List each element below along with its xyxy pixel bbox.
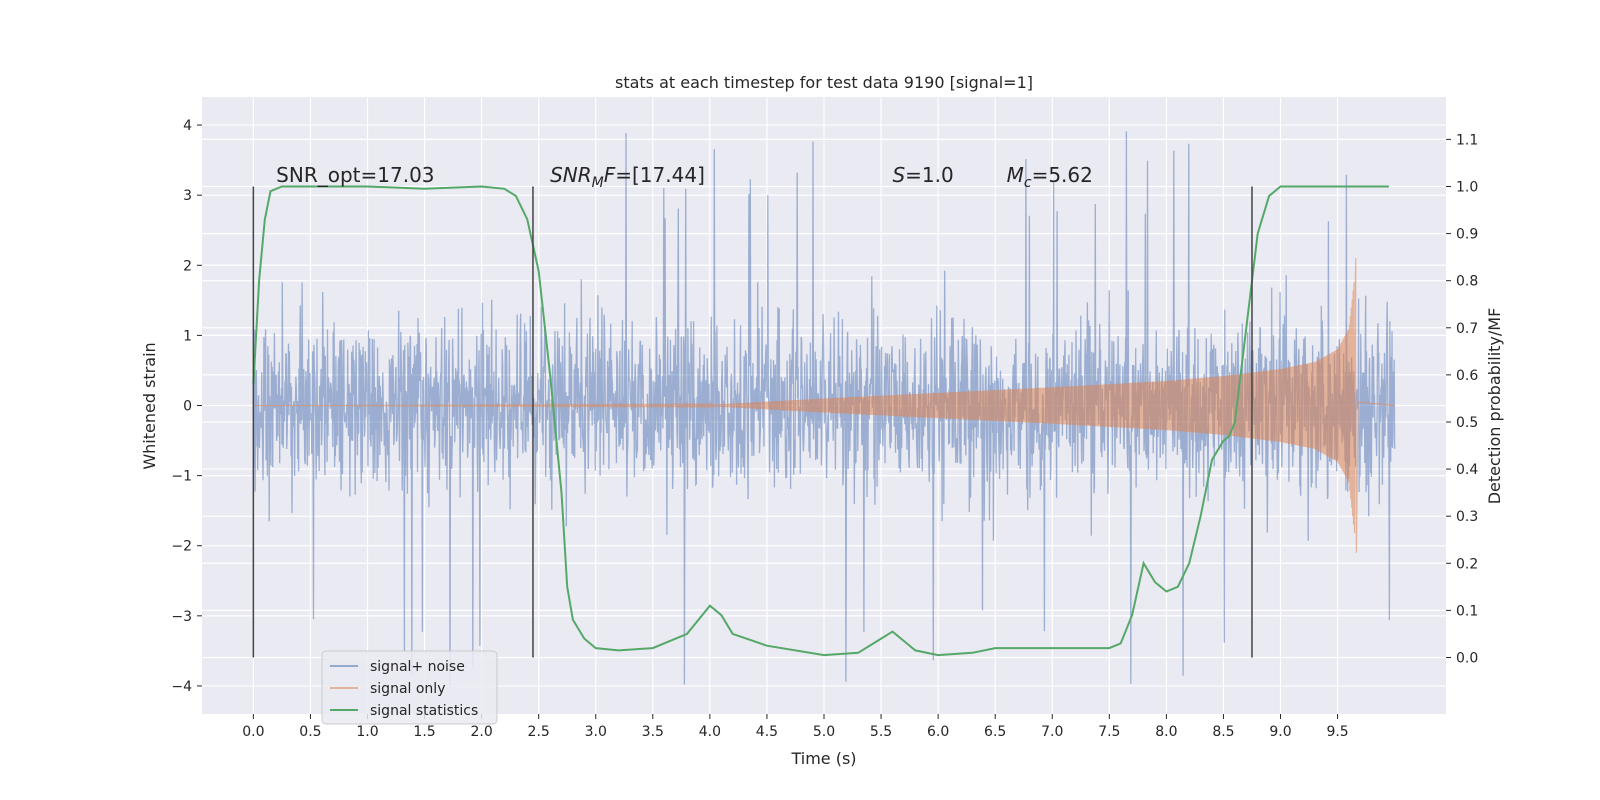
- x-tick-label: 7.0: [1041, 724, 1063, 740]
- y-right-axis-label: Detection probability/MF: [1485, 308, 1504, 505]
- annotations: SNR_opt=17.03 SNRMF=[17.44] S=1.0 Mc=5.62: [276, 163, 1093, 191]
- x-tick-label: 8.5: [1212, 724, 1234, 740]
- legend-entry: signal statistics: [370, 703, 478, 719]
- x-tick-label: 0.0: [242, 724, 264, 740]
- x-tick-label: 8.0: [1155, 724, 1177, 740]
- y-tick-label: 1: [183, 328, 192, 344]
- y-tick-label: −3: [171, 609, 192, 625]
- annotation-snr_opt: SNR_opt=17.03: [276, 163, 434, 187]
- x-tick-label: 0.5: [299, 724, 321, 740]
- annotation-mc: Mc=5.62: [1007, 163, 1093, 191]
- y-right-tick-label: 0.4: [1456, 462, 1478, 478]
- signal-statistics-line: [252, 185, 1389, 657]
- y-tick-label: −4: [171, 679, 192, 695]
- series-signal-only: [253, 258, 1395, 553]
- series-signal-statistics: [252, 185, 1389, 657]
- chart-title: stats at each timestep for test data 919…: [615, 73, 1033, 92]
- vertical-markers: [252, 186, 1253, 658]
- x-tick-label: 5.0: [813, 724, 835, 740]
- x-tick-label: 4.5: [756, 724, 778, 740]
- x-tick-label: 2.0: [470, 724, 492, 740]
- x-tick-label: 9.5: [1326, 724, 1348, 740]
- y-right-tick-label: 0.5: [1456, 415, 1478, 431]
- y-tick-label: −1: [171, 469, 192, 485]
- y-right-tick-label: 1.0: [1456, 179, 1478, 195]
- legend-entry: signal+ noise: [370, 659, 465, 675]
- x-tick-label: 1.0: [356, 724, 378, 740]
- x-tick-label: 3.0: [585, 724, 607, 740]
- annotation-snr_mf: SNRMF=[17.44]: [550, 163, 705, 191]
- y-right-tick-label: 0.6: [1456, 368, 1478, 384]
- y-right-tick-label: 0.3: [1456, 509, 1478, 525]
- legend-entry: signal only: [370, 681, 445, 697]
- y-right-tick-label: 0.2: [1456, 556, 1478, 572]
- y-right-tick-label: 0.8: [1456, 274, 1478, 290]
- y-right-tick-label: 0.0: [1456, 650, 1478, 666]
- y-right-tick-label: 1.1: [1456, 132, 1478, 148]
- x-tick-label: 2.5: [528, 724, 550, 740]
- y-tick-label: 4: [183, 118, 192, 134]
- x-tick-label: 1.5: [413, 724, 435, 740]
- y-tick-label: −2: [171, 539, 192, 555]
- x-tick-label: 9.0: [1269, 724, 1291, 740]
- x-tick-label: 4.0: [699, 724, 721, 740]
- y-right-tick-label: 0.9: [1456, 227, 1478, 243]
- x-tick-label: 5.5: [870, 724, 892, 740]
- y-tick-label: 3: [183, 188, 192, 204]
- x-tick-label: 7.5: [1098, 724, 1120, 740]
- x-tick-label: 3.5: [642, 724, 664, 740]
- y-right-tick-label: 0.1: [1456, 603, 1478, 619]
- ticks: 0.0 0.5 1.0 1.5 2.0 2.5 3.0 3.5 4.0 4.5 5.0 5.5 6.0 6…: [171, 118, 1478, 740]
- x-tick-label: 6.0: [927, 724, 949, 740]
- y-tick-label: 2: [183, 258, 192, 274]
- legend-box: [321, 650, 498, 725]
- x-tick-label: 6.5: [984, 724, 1006, 740]
- y-right-tick-label: 0.7: [1456, 321, 1478, 337]
- y-axis-label: Whitened strain: [140, 342, 159, 469]
- y-tick-label: 0: [183, 399, 192, 415]
- signal-only-line: [253, 258, 1395, 553]
- legend: signal+ noise signal only signal statistic…: [321, 650, 498, 725]
- x-axis-label: Time (s): [790, 749, 856, 768]
- annotation-s: S=1.0: [892, 163, 953, 187]
